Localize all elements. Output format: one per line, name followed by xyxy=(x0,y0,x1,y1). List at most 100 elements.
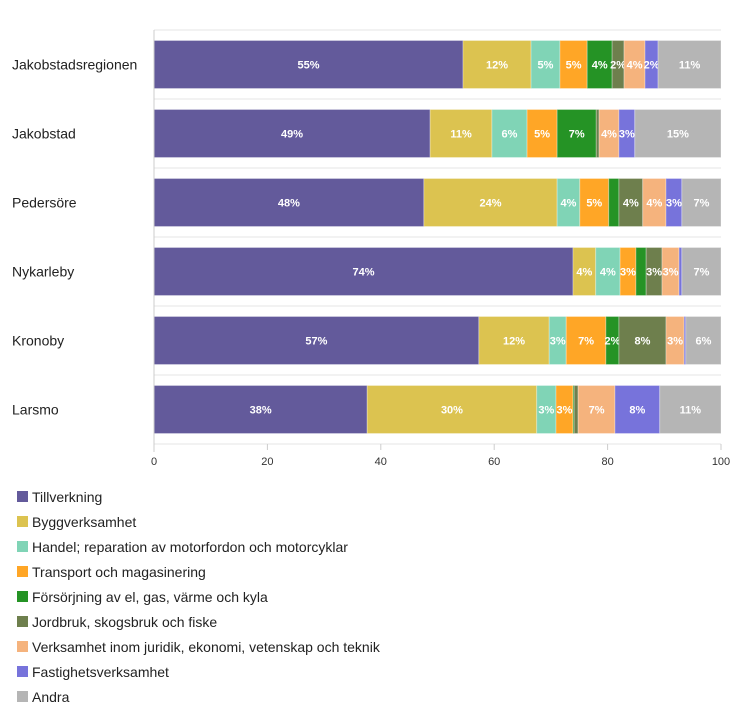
bar-segment xyxy=(685,316,722,365)
legend-item[interactable]: Försörjning av el, gas, värme och kyla xyxy=(17,584,380,609)
legend-label: Fastighetsverksamhet xyxy=(32,663,169,680)
x-tick-label: 0 xyxy=(151,456,157,468)
legend-swatch xyxy=(17,516,28,527)
data-label: 5% xyxy=(586,198,602,210)
bar-segment xyxy=(526,109,558,158)
bar-segment xyxy=(619,247,637,296)
data-label: 8% xyxy=(635,336,651,348)
legend-swatch xyxy=(17,616,28,627)
legend-swatch xyxy=(17,491,28,502)
bar-segment xyxy=(634,109,722,158)
bar-segment xyxy=(635,247,647,296)
data-label: 8% xyxy=(629,405,645,417)
data-label: 7% xyxy=(693,198,709,210)
legend-item[interactable]: Jordbruk, skogsbruk och fiske xyxy=(17,609,380,634)
bar-segment xyxy=(153,385,368,434)
data-label: 2% xyxy=(644,60,660,72)
legend-item[interactable]: Verksamhet inom juridik, ekonomi, vetens… xyxy=(17,634,380,659)
legend-swatch xyxy=(17,641,28,652)
category-label: Jakobstadsregionen xyxy=(12,57,137,73)
data-label: 6% xyxy=(695,336,711,348)
stacked-bar-chart: Jakobstadsregionen 55% 12% 5% 5% 4% 2% 4% 2% 11%J… xyxy=(12,29,730,468)
data-label: 4% xyxy=(592,60,608,72)
legend-label: Försörjning av el, gas, värme och kyla xyxy=(32,588,268,605)
data-label: 11% xyxy=(680,405,702,417)
legend-label: Byggverksamhet xyxy=(32,513,137,530)
data-label: 11% xyxy=(450,129,472,141)
data-label: 3% xyxy=(646,267,662,279)
x-tick-label: 80 xyxy=(601,456,613,468)
bar-segment xyxy=(573,385,579,434)
data-label: 4% xyxy=(646,198,662,210)
legend-item[interactable]: Tillverkning xyxy=(17,484,380,509)
x-tick-label: 60 xyxy=(488,456,500,468)
data-label: 3% xyxy=(667,336,683,348)
data-label: 7% xyxy=(578,336,594,348)
legend-label: Jordbruk, skogsbruk och fiske xyxy=(32,613,218,630)
data-label: 7% xyxy=(569,129,585,141)
data-label: 5% xyxy=(534,129,550,141)
data-label: 3% xyxy=(666,198,682,210)
bar-segment xyxy=(153,40,464,89)
bar-segment xyxy=(659,385,722,434)
data-label: 4% xyxy=(576,267,592,279)
legend: Tillverkning Byggverksamhet Handel; repara… xyxy=(17,484,380,709)
bar-segment xyxy=(657,40,722,89)
data-label: 7% xyxy=(589,405,605,417)
data-label: 4% xyxy=(561,198,577,210)
data-label: 3% xyxy=(619,129,635,141)
data-label: 6% xyxy=(502,129,518,141)
bar-segment xyxy=(579,178,610,227)
bar-segment xyxy=(595,247,621,296)
data-label: 4% xyxy=(601,129,617,141)
bar-segment xyxy=(565,316,607,365)
bar-segment xyxy=(608,178,620,227)
legend-item[interactable]: Byggverksamhet xyxy=(17,509,380,534)
data-label: 3% xyxy=(538,405,554,417)
data-label: 55% xyxy=(297,60,319,72)
legend-swatch xyxy=(17,541,28,552)
bar-segment xyxy=(611,40,625,89)
data-label: 2% xyxy=(610,60,626,72)
bar-segment xyxy=(681,178,722,227)
legend-item[interactable]: Handel; reparation av motorfordon och mo… xyxy=(17,534,380,559)
bar-segment xyxy=(598,109,620,158)
data-label: 2% xyxy=(604,336,620,348)
data-label: 4% xyxy=(600,267,616,279)
data-label: 5% xyxy=(566,60,582,72)
legend-label: Transport och magasinering xyxy=(32,563,206,580)
legend-swatch xyxy=(17,566,28,577)
bar-segment xyxy=(366,385,538,434)
data-label: 12% xyxy=(503,336,525,348)
legend-swatch xyxy=(17,591,28,602)
data-label: 38% xyxy=(250,405,272,417)
category-label: Pedersöre xyxy=(12,195,77,211)
legend-label: Verksamhet inom juridik, ekonomi, vetens… xyxy=(32,638,380,655)
legend-label: Andra xyxy=(32,688,70,705)
bar-segment xyxy=(462,40,532,89)
bar-segment xyxy=(530,40,561,89)
data-label: 3% xyxy=(663,267,679,279)
data-label: 57% xyxy=(305,336,327,348)
bar-segment xyxy=(665,316,685,365)
data-label: 3% xyxy=(550,336,566,348)
bar-segment xyxy=(153,247,574,296)
category-label: Jakobstad xyxy=(12,126,76,142)
data-label: 15% xyxy=(667,129,689,141)
x-tick-label: 40 xyxy=(375,456,387,468)
data-label: 74% xyxy=(352,267,374,279)
category-label: Nykarleby xyxy=(12,264,74,280)
legend-item[interactable]: Andra xyxy=(17,684,380,709)
legend-item[interactable]: Fastighetsverksamhet xyxy=(17,659,380,684)
legend-swatch xyxy=(17,691,28,702)
data-label: 11% xyxy=(679,60,701,72)
bar-segment xyxy=(153,316,480,365)
data-label: 4% xyxy=(627,60,643,72)
category-label: Larsmo xyxy=(12,402,59,418)
data-label: 3% xyxy=(557,405,573,417)
data-label: 3% xyxy=(620,267,636,279)
data-label: 24% xyxy=(479,198,501,210)
legend-item[interactable]: Transport och magasinering xyxy=(17,559,380,584)
bar-segment xyxy=(153,178,425,227)
bar-segment xyxy=(423,178,558,227)
